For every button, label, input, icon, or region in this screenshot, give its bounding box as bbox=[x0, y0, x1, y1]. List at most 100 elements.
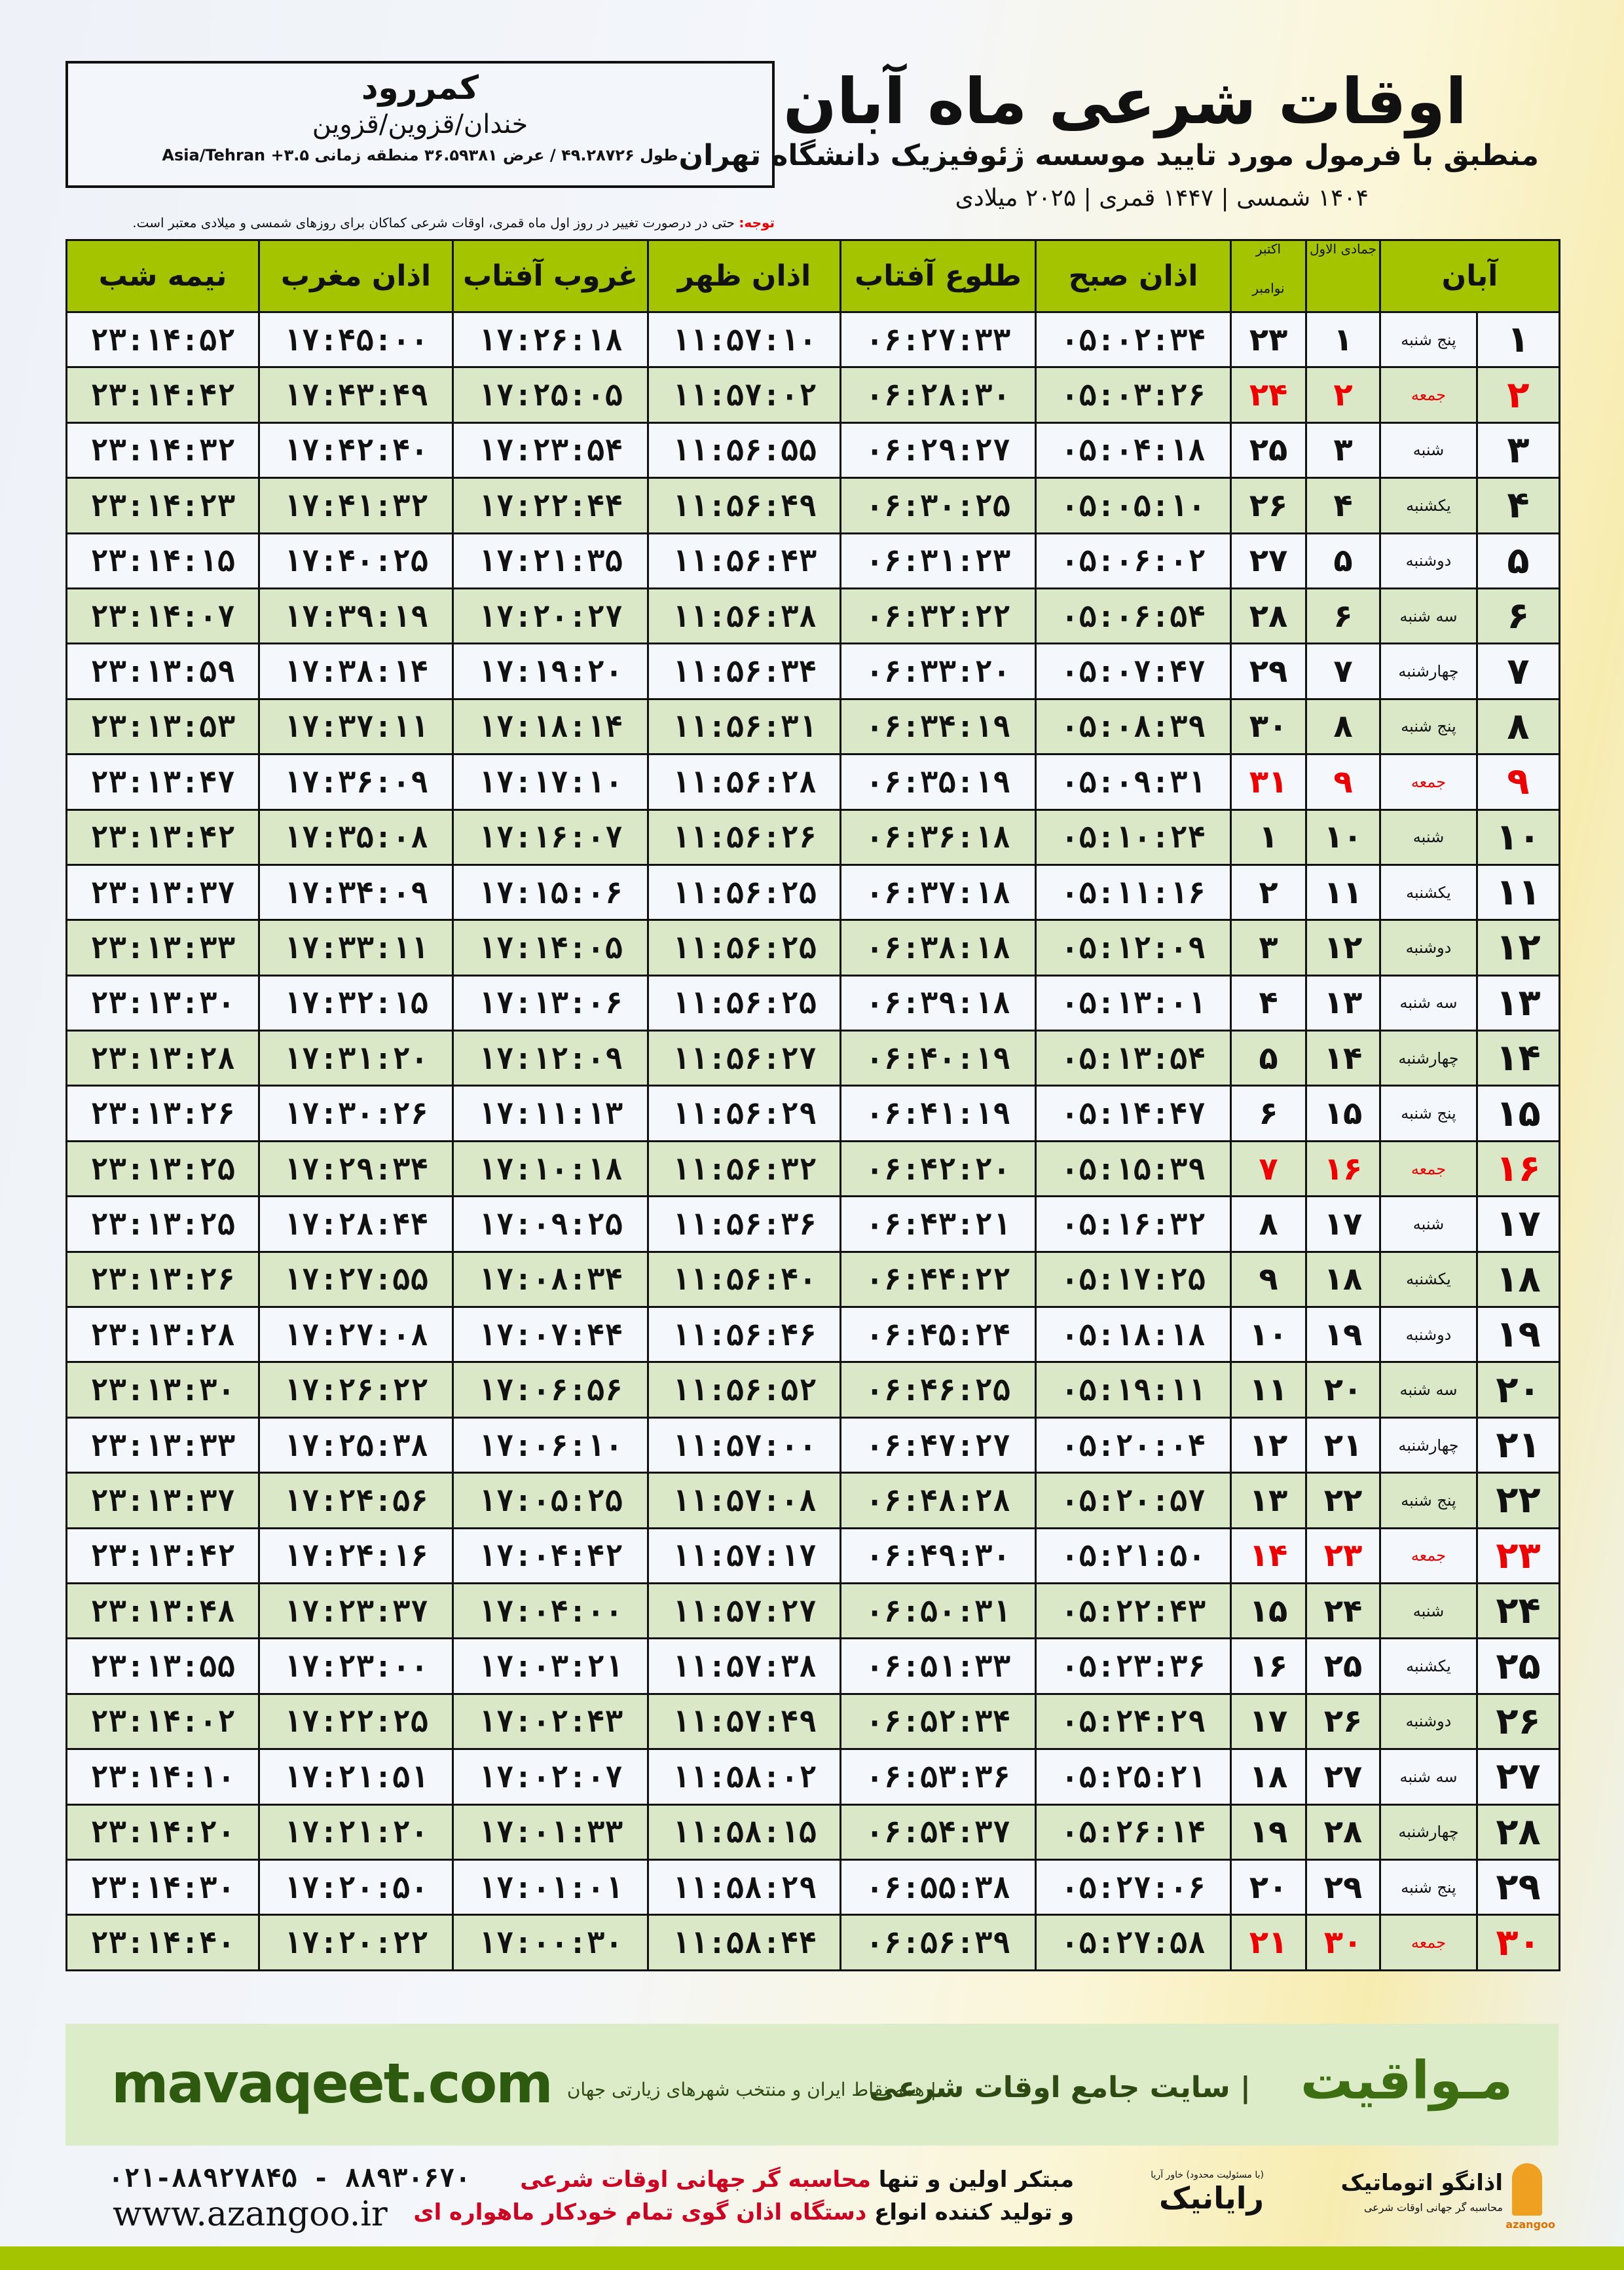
day-cell: ۱۳ bbox=[1476, 974, 1560, 1032]
ghorub-cell: ۱۷:۲۰:۲۷ bbox=[452, 587, 649, 645]
ghorub-cell: ۱۷:۱۰:۱۸ bbox=[452, 1140, 649, 1198]
nimeh-cell: ۲۳:۱۴:۴۰ bbox=[65, 1914, 260, 1971]
promo-line2-b: دستگاه اذان گوی تمام خودکار ماهواره ای bbox=[413, 2199, 867, 2225]
day-cell: ۱۸ bbox=[1476, 1250, 1560, 1309]
table-row: ۱۱ یکشنبه ۱۱ ۲ ۰۵:۱۱:۱۶ ۰۶:۳۷:۱۸ ۱۱:۵۶:۲۵ ۱۷:۱۵… bbox=[65, 863, 1560, 921]
maghreb-cell: ۱۷:۴۰:۲۵ bbox=[258, 532, 454, 589]
weekday-cell: سه شنبه bbox=[1379, 587, 1478, 645]
ghorub-cell: ۱۷:۱۴:۰۵ bbox=[452, 919, 649, 977]
gregorian-cell: ۲۳ bbox=[1230, 310, 1307, 369]
promo-line1-b: محاسبه گر جهانی اوقات شرعی bbox=[520, 2167, 871, 2193]
jumada-cell: ۲۰ bbox=[1305, 1361, 1381, 1419]
azangoo-logo: اذانگو اتوماتیک محاسبه گر جهانی اوقات شر… bbox=[1293, 2163, 1555, 2231]
sobh-cell: ۰۵:۱۲:۰۹ bbox=[1035, 919, 1232, 977]
azangoo-website[interactable]: www.azangoo.ir bbox=[113, 2195, 388, 2234]
gregorian-cell: ۱۴ bbox=[1230, 1527, 1307, 1584]
tolu-cell: ۰۶:۵۶:۳۹ bbox=[840, 1914, 1037, 1971]
gregorian-cell: ۲۸ bbox=[1230, 587, 1307, 645]
table-row: ۲۴ شنبه ۲۴ ۱۵ ۰۵:۲۲:۴۳ ۰۶:۵۰:۳۱ ۱۱:۵۷:۲۷ ۱۷:۰۴:… bbox=[65, 1582, 1560, 1640]
ghorub-cell: ۱۷:۱۳:۰۶ bbox=[452, 974, 649, 1032]
table-row: ۲۵ یکشنبه ۲۵ ۱۶ ۰۵:۲۳:۳۶ ۰۶:۵۱:۳۳ ۱۱:۵۷:۳۸ ۱۷:۰… bbox=[65, 1637, 1560, 1695]
header-zohr: اذان ظهر bbox=[647, 239, 841, 313]
table-row: ۶ سه شنبه ۶ ۲۸ ۰۵:۰۶:۵۴ ۰۶:۳۲:۲۲ ۱۱:۵۶:۳۸ ۱۷:۲۰… bbox=[65, 587, 1560, 645]
nimeh-cell: ۲۳:۱۴:۰۲ bbox=[65, 1692, 260, 1751]
nimeh-cell: ۲۳:۱۳:۲۵ bbox=[65, 1195, 260, 1253]
weekday-cell: پنج شنبه bbox=[1379, 1472, 1478, 1529]
jumada-cell: ۲۶ bbox=[1305, 1692, 1381, 1751]
tolu-cell: ۰۶:۳۲:۲۲ bbox=[840, 587, 1037, 645]
weekday-cell: چهارشنبه bbox=[1379, 1416, 1478, 1474]
zohr-cell: ۱۱:۵۷:۱۰ bbox=[647, 310, 841, 369]
header-jumada: جمادی الاول bbox=[1305, 239, 1381, 313]
table-row: ۲۶ دوشنبه ۲۶ ۱۷ ۰۵:۲۴:۲۹ ۰۶:۵۲:۳۴ ۱۱:۵۷:۴۹ ۱۷:۰… bbox=[65, 1692, 1560, 1751]
sobh-cell: ۰۵:۲۵:۲۱ bbox=[1035, 1748, 1232, 1806]
gregorian-cell: ۶ bbox=[1230, 1085, 1307, 1142]
jumada-cell: ۱۰ bbox=[1305, 808, 1381, 866]
day-cell: ۲۳ bbox=[1476, 1527, 1560, 1584]
tolu-cell: ۰۶:۵۴:۳۷ bbox=[840, 1803, 1037, 1861]
zohr-cell: ۱۱:۵۶:۳۴ bbox=[647, 642, 841, 700]
weekday-cell: پنج شنبه bbox=[1379, 310, 1478, 369]
jumada-cell: ۲۳ bbox=[1305, 1527, 1381, 1584]
jumada-cell: ۱۳ bbox=[1305, 974, 1381, 1032]
zohr-cell: ۱۱:۵۶:۳۲ bbox=[647, 1140, 841, 1198]
jumada-cell: ۱۹ bbox=[1305, 1306, 1381, 1364]
ghorub-cell: ۱۷:۲۲:۴۴ bbox=[452, 477, 649, 534]
banner-tagline: | سایت جامع اوقات شرعی bbox=[869, 2071, 1251, 2104]
table-row: ۲۱ چهارشنبه ۲۱ ۱۲ ۰۵:۲۰:۰۴ ۰۶:۴۷:۲۷ ۱۱:۵۷:۰۰ ۱۷… bbox=[65, 1416, 1560, 1474]
gregorian-cell: ۲ bbox=[1230, 863, 1307, 921]
zohr-cell: ۱۱:۵۸:۱۵ bbox=[647, 1803, 841, 1861]
zohr-cell: ۱۱:۵۶:۳۱ bbox=[647, 698, 841, 756]
zohr-cell: ۱۱:۵۶:۲۸ bbox=[647, 753, 841, 811]
zohr-cell: ۱۱:۵۷:۰۲ bbox=[647, 366, 841, 424]
ghorub-cell: ۱۷:۲۱:۳۵ bbox=[452, 532, 649, 589]
jumada-cell: ۳۰ bbox=[1305, 1914, 1381, 1971]
weekday-cell: یکشنبه bbox=[1379, 1250, 1478, 1309]
sobh-cell: ۰۵:۲۷:۵۸ bbox=[1035, 1914, 1232, 1971]
gregorian-cell: ۱۱ bbox=[1230, 1361, 1307, 1419]
day-cell: ۲۲ bbox=[1476, 1472, 1560, 1529]
day-cell: ۸ bbox=[1476, 698, 1560, 756]
sobh-cell: ۰۵:۲۱:۵۰ bbox=[1035, 1527, 1232, 1584]
site-url[interactable]: mavaqeet.com bbox=[111, 2051, 553, 2115]
weekday-cell: چهارشنبه bbox=[1379, 642, 1478, 700]
gregorian-cell: ۱۳ bbox=[1230, 1472, 1307, 1529]
zohr-cell: ۱۱:۵۶:۲۹ bbox=[647, 1085, 841, 1142]
mosque-dome-icon bbox=[1512, 2163, 1542, 2216]
tolu-cell: ۰۶:۵۵:۳۸ bbox=[840, 1858, 1037, 1916]
table-row: ۱۸ یکشنبه ۱۸ ۹ ۰۵:۱۷:۲۵ ۰۶:۴۴:۲۲ ۱۱:۵۶:۴۰ ۱۷:۰۸… bbox=[65, 1250, 1560, 1309]
day-cell: ۱۷ bbox=[1476, 1195, 1560, 1253]
sobh-cell: ۰۵:۲۴:۲۹ bbox=[1035, 1692, 1232, 1751]
tolu-cell: ۰۶:۲۸:۳۰ bbox=[840, 366, 1037, 424]
day-cell: ۱۱ bbox=[1476, 863, 1560, 921]
zohr-cell: ۱۱:۵۷:۰۰ bbox=[647, 1416, 841, 1474]
day-cell: ۲ bbox=[1476, 366, 1560, 424]
tolu-cell: ۰۶:۳۳:۲۰ bbox=[840, 642, 1037, 700]
nimeh-cell: ۲۳:۱۳:۳۰ bbox=[65, 974, 260, 1032]
day-cell: ۱۴ bbox=[1476, 1030, 1560, 1087]
zohr-cell: ۱۱:۵۶:۵۲ bbox=[647, 1361, 841, 1419]
gregorian-cell: ۸ bbox=[1230, 1195, 1307, 1253]
gregorian-cell: ۱۵ bbox=[1230, 1582, 1307, 1640]
sobh-cell: ۰۵:۲۲:۴۳ bbox=[1035, 1582, 1232, 1640]
jumada-cell: ۱۶ bbox=[1305, 1140, 1381, 1198]
table-row: ۱۵ پنج شنبه ۱۵ ۶ ۰۵:۱۴:۴۷ ۰۶:۴۱:۱۹ ۱۱:۵۶:۲۹ ۱۷:… bbox=[65, 1085, 1560, 1142]
gregorian-cell: ۲۵ bbox=[1230, 421, 1307, 479]
gregorian-cell: ۵ bbox=[1230, 1030, 1307, 1087]
ghorub-cell: ۱۷:۰۱:۳۳ bbox=[452, 1803, 649, 1861]
table-row: ۲۷ سه شنبه ۲۷ ۱۸ ۰۵:۲۵:۲۱ ۰۶:۵۳:۳۶ ۱۱:۵۸:۰۲ ۱۷:… bbox=[65, 1748, 1560, 1806]
zohr-cell: ۱۱:۵۶:۲۵ bbox=[647, 919, 841, 977]
tolu-cell: ۰۶:۴۱:۱۹ bbox=[840, 1085, 1037, 1142]
ghorub-cell: ۱۷:۰۱:۰۱ bbox=[452, 1858, 649, 1916]
maghreb-cell: ۱۷:۲۰:۵۰ bbox=[258, 1858, 454, 1916]
sobh-cell: ۰۵:۲۶:۱۴ bbox=[1035, 1803, 1232, 1861]
table-row: ۳۰ جمعه ۳۰ ۲۱ ۰۵:۲۷:۵۸ ۰۶:۵۶:۳۹ ۱۱:۵۸:۴۴ ۱۷:۰۰:… bbox=[65, 1914, 1560, 1971]
jumada-cell: ۱ bbox=[1305, 310, 1381, 369]
zohr-cell: ۱۱:۵۸:۲۹ bbox=[647, 1858, 841, 1916]
jumada-cell: ۲۴ bbox=[1305, 1582, 1381, 1640]
coordinates: طول ۴۹.۲۸۷۲۶ / عرض ۳۶.۵۹۳۸۱ منطقه زمانی … bbox=[162, 146, 678, 164]
sobh-cell: ۰۵:۰۷:۴۷ bbox=[1035, 642, 1232, 700]
day-cell: ۲۱ bbox=[1476, 1416, 1560, 1474]
nimeh-cell: ۲۳:۱۴:۴۲ bbox=[65, 366, 260, 424]
nimeh-cell: ۲۳:۱۳:۲۶ bbox=[65, 1250, 260, 1309]
